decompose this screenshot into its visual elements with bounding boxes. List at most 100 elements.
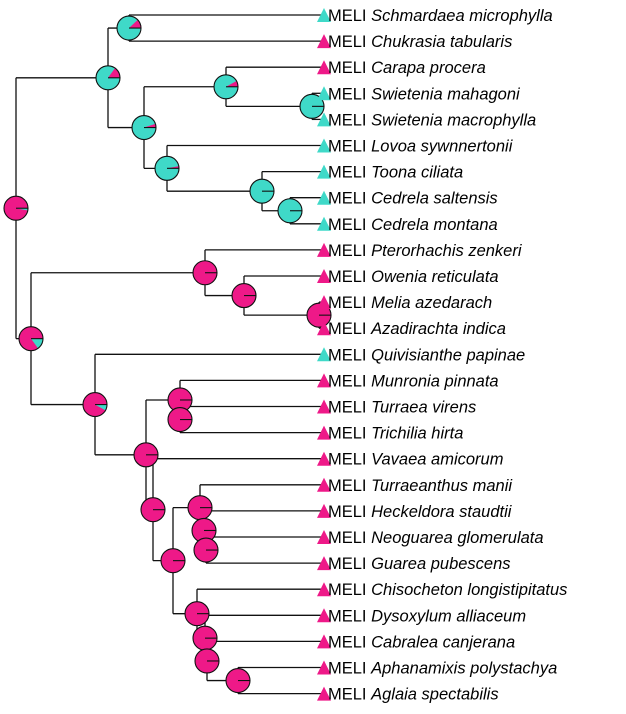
tip-markers bbox=[317, 8, 331, 701]
pie-n_l7 bbox=[167, 406, 193, 433]
tip-label: MELI Turraeanthus manii bbox=[328, 477, 513, 495]
pie-n_l2 bbox=[231, 283, 257, 309]
tip-label: MELI Cabralea canjerana bbox=[328, 633, 515, 651]
tip-state-triangle bbox=[317, 60, 331, 75]
tip-state-triangle bbox=[317, 34, 331, 49]
tip-state-triangle bbox=[317, 112, 331, 127]
tip-label-species: Pterorhachis zenkeri bbox=[371, 242, 523, 260]
tip-label: MELI Quivisianthe papinae bbox=[328, 346, 525, 364]
tip-state-triangle bbox=[317, 503, 331, 518]
pie-n_l11b bbox=[193, 537, 219, 563]
tip-label-prefix: MELI bbox=[328, 59, 367, 77]
tip-label-prefix: MELI bbox=[328, 190, 367, 208]
tip-label-species: Quivisianthe papinae bbox=[371, 346, 525, 364]
tip-label: MELI Azadirachta indica bbox=[328, 320, 506, 338]
pie-n_l12 bbox=[184, 601, 210, 627]
tip-label: MELI Aphanamixis polystachya bbox=[328, 660, 557, 678]
tip-label-prefix: MELI bbox=[328, 164, 367, 182]
tip-label: MELI Toona ciliata bbox=[328, 164, 463, 182]
tip-label-prefix: MELI bbox=[328, 372, 367, 390]
tip-label: MELI Schmardaea microphylla bbox=[328, 7, 553, 25]
tip-label: MELI Chukrasia tabularis bbox=[328, 33, 512, 51]
tip-label-species: Owenia reticulata bbox=[371, 268, 498, 286]
tip-state-triangle bbox=[317, 242, 331, 257]
tip-label-species: Cedrela montana bbox=[371, 216, 498, 234]
tree-branches bbox=[15, 14, 324, 695]
tip-state-triangle bbox=[317, 477, 331, 492]
tip-state-triangle bbox=[317, 399, 331, 414]
tip-label-species: Neoguarea glomerulata bbox=[371, 529, 543, 547]
tip-label-prefix: MELI bbox=[328, 216, 367, 234]
tip-label-species: Aglaia spectabilis bbox=[370, 686, 499, 704]
pie-n_l3 bbox=[306, 302, 332, 328]
tip-state-triangle bbox=[317, 321, 331, 336]
tip-label-prefix: MELI bbox=[328, 529, 367, 547]
ancestral-state-pies bbox=[3, 15, 332, 694]
pie-n_u6 bbox=[249, 178, 275, 204]
tip-label-prefix: MELI bbox=[328, 503, 367, 521]
tip-label-prefix: MELI bbox=[328, 451, 367, 469]
tip-state-triangle bbox=[317, 556, 331, 571]
pie-n_l14 bbox=[194, 648, 220, 674]
tip-state-triangle bbox=[317, 216, 331, 231]
tip-label-prefix: MELI bbox=[328, 555, 367, 573]
tip-label: MELI Vavaea amicorum bbox=[328, 451, 503, 469]
tip-label-species: Trichilia hirta bbox=[371, 425, 463, 443]
tip-state-triangle bbox=[317, 582, 331, 597]
tip-label-species: Turraeanthus manii bbox=[371, 477, 513, 495]
tip-label-prefix: MELI bbox=[328, 33, 367, 51]
tip-label-prefix: MELI bbox=[328, 138, 367, 156]
pie-n_l9 bbox=[160, 548, 186, 574]
tip-label-prefix: MELI bbox=[328, 399, 367, 417]
tip-label: MELI Aglaia spectabilis bbox=[328, 686, 499, 704]
tip-label: MELI Trichilia hirta bbox=[328, 425, 463, 443]
tip-label-species: Lovoa sywnnertonii bbox=[371, 138, 514, 156]
tip-label: MELI Neoguarea glomerulata bbox=[328, 529, 544, 547]
tip-label: MELI Dysoxylum alliaceum bbox=[328, 607, 526, 625]
tip-label-species: Dysoxylum alliaceum bbox=[371, 607, 526, 625]
tip-label: MELI Heckeldora staudtii bbox=[328, 503, 513, 521]
tip-label: MELI Cedrela saltensis bbox=[328, 190, 498, 208]
tip-label: MELI Melia azedarach bbox=[328, 294, 492, 312]
tip-state-triangle bbox=[317, 295, 331, 310]
tip-label: MELI Lovoa sywnnertonii bbox=[328, 138, 514, 156]
tip-label-species: Melia azedarach bbox=[371, 294, 492, 312]
tip-state-triangle bbox=[317, 660, 331, 675]
tip-state-triangle bbox=[317, 425, 331, 440]
tip-label-species: Swietenia mahagoni bbox=[371, 85, 521, 103]
tip-label-prefix: MELI bbox=[328, 268, 367, 286]
tip-label: MELI Pterorhachis zenkeri bbox=[328, 242, 523, 260]
tip-label-prefix: MELI bbox=[328, 477, 367, 495]
tip-label-species: Toona ciliata bbox=[371, 164, 463, 182]
tip-label-species: Heckeldora staudtii bbox=[371, 503, 513, 521]
tip-label-prefix: MELI bbox=[328, 660, 367, 678]
tip-state-triangle bbox=[317, 190, 331, 205]
tip-state-triangle bbox=[317, 86, 331, 101]
tip-label: MELI Swietenia macrophylla bbox=[328, 111, 536, 129]
tip-label-species: Schmardaea microphylla bbox=[371, 7, 553, 25]
tip-label: MELI Chisocheton longistipitatus bbox=[328, 581, 567, 599]
tip-state-triangle bbox=[317, 138, 331, 153]
tip-label-species: Carapa procera bbox=[371, 59, 486, 77]
tip-label-species: Cedrela saltensis bbox=[371, 190, 498, 208]
tip-label-species: Cabralea canjerana bbox=[371, 633, 515, 651]
tip-label-species: Chisocheton longistipitatus bbox=[371, 581, 567, 599]
tip-state-triangle bbox=[317, 608, 331, 623]
pie-n_u3 bbox=[213, 74, 239, 100]
tip-label-prefix: MELI bbox=[328, 7, 367, 25]
tip-label-prefix: MELI bbox=[328, 346, 367, 364]
tip-label-prefix: MELI bbox=[328, 85, 367, 103]
tip-label-species: Chukrasia tabularis bbox=[371, 33, 512, 51]
pie-n_l10 bbox=[187, 495, 213, 521]
tip-state-triangle bbox=[317, 451, 331, 466]
tip-label: MELI Owenia reticulata bbox=[328, 268, 499, 286]
tip-label: MELI Munronia pinnata bbox=[328, 372, 499, 390]
pie-n_l4 bbox=[82, 392, 108, 418]
tip-label-prefix: MELI bbox=[328, 242, 367, 260]
pie-n_lower bbox=[18, 326, 44, 352]
pie-n_upper bbox=[95, 65, 121, 91]
tip-label-species: Vavaea amicorum bbox=[371, 451, 503, 469]
tip-label: MELI Swietenia mahagoni bbox=[328, 85, 521, 103]
pie-n_u7 bbox=[277, 198, 303, 224]
